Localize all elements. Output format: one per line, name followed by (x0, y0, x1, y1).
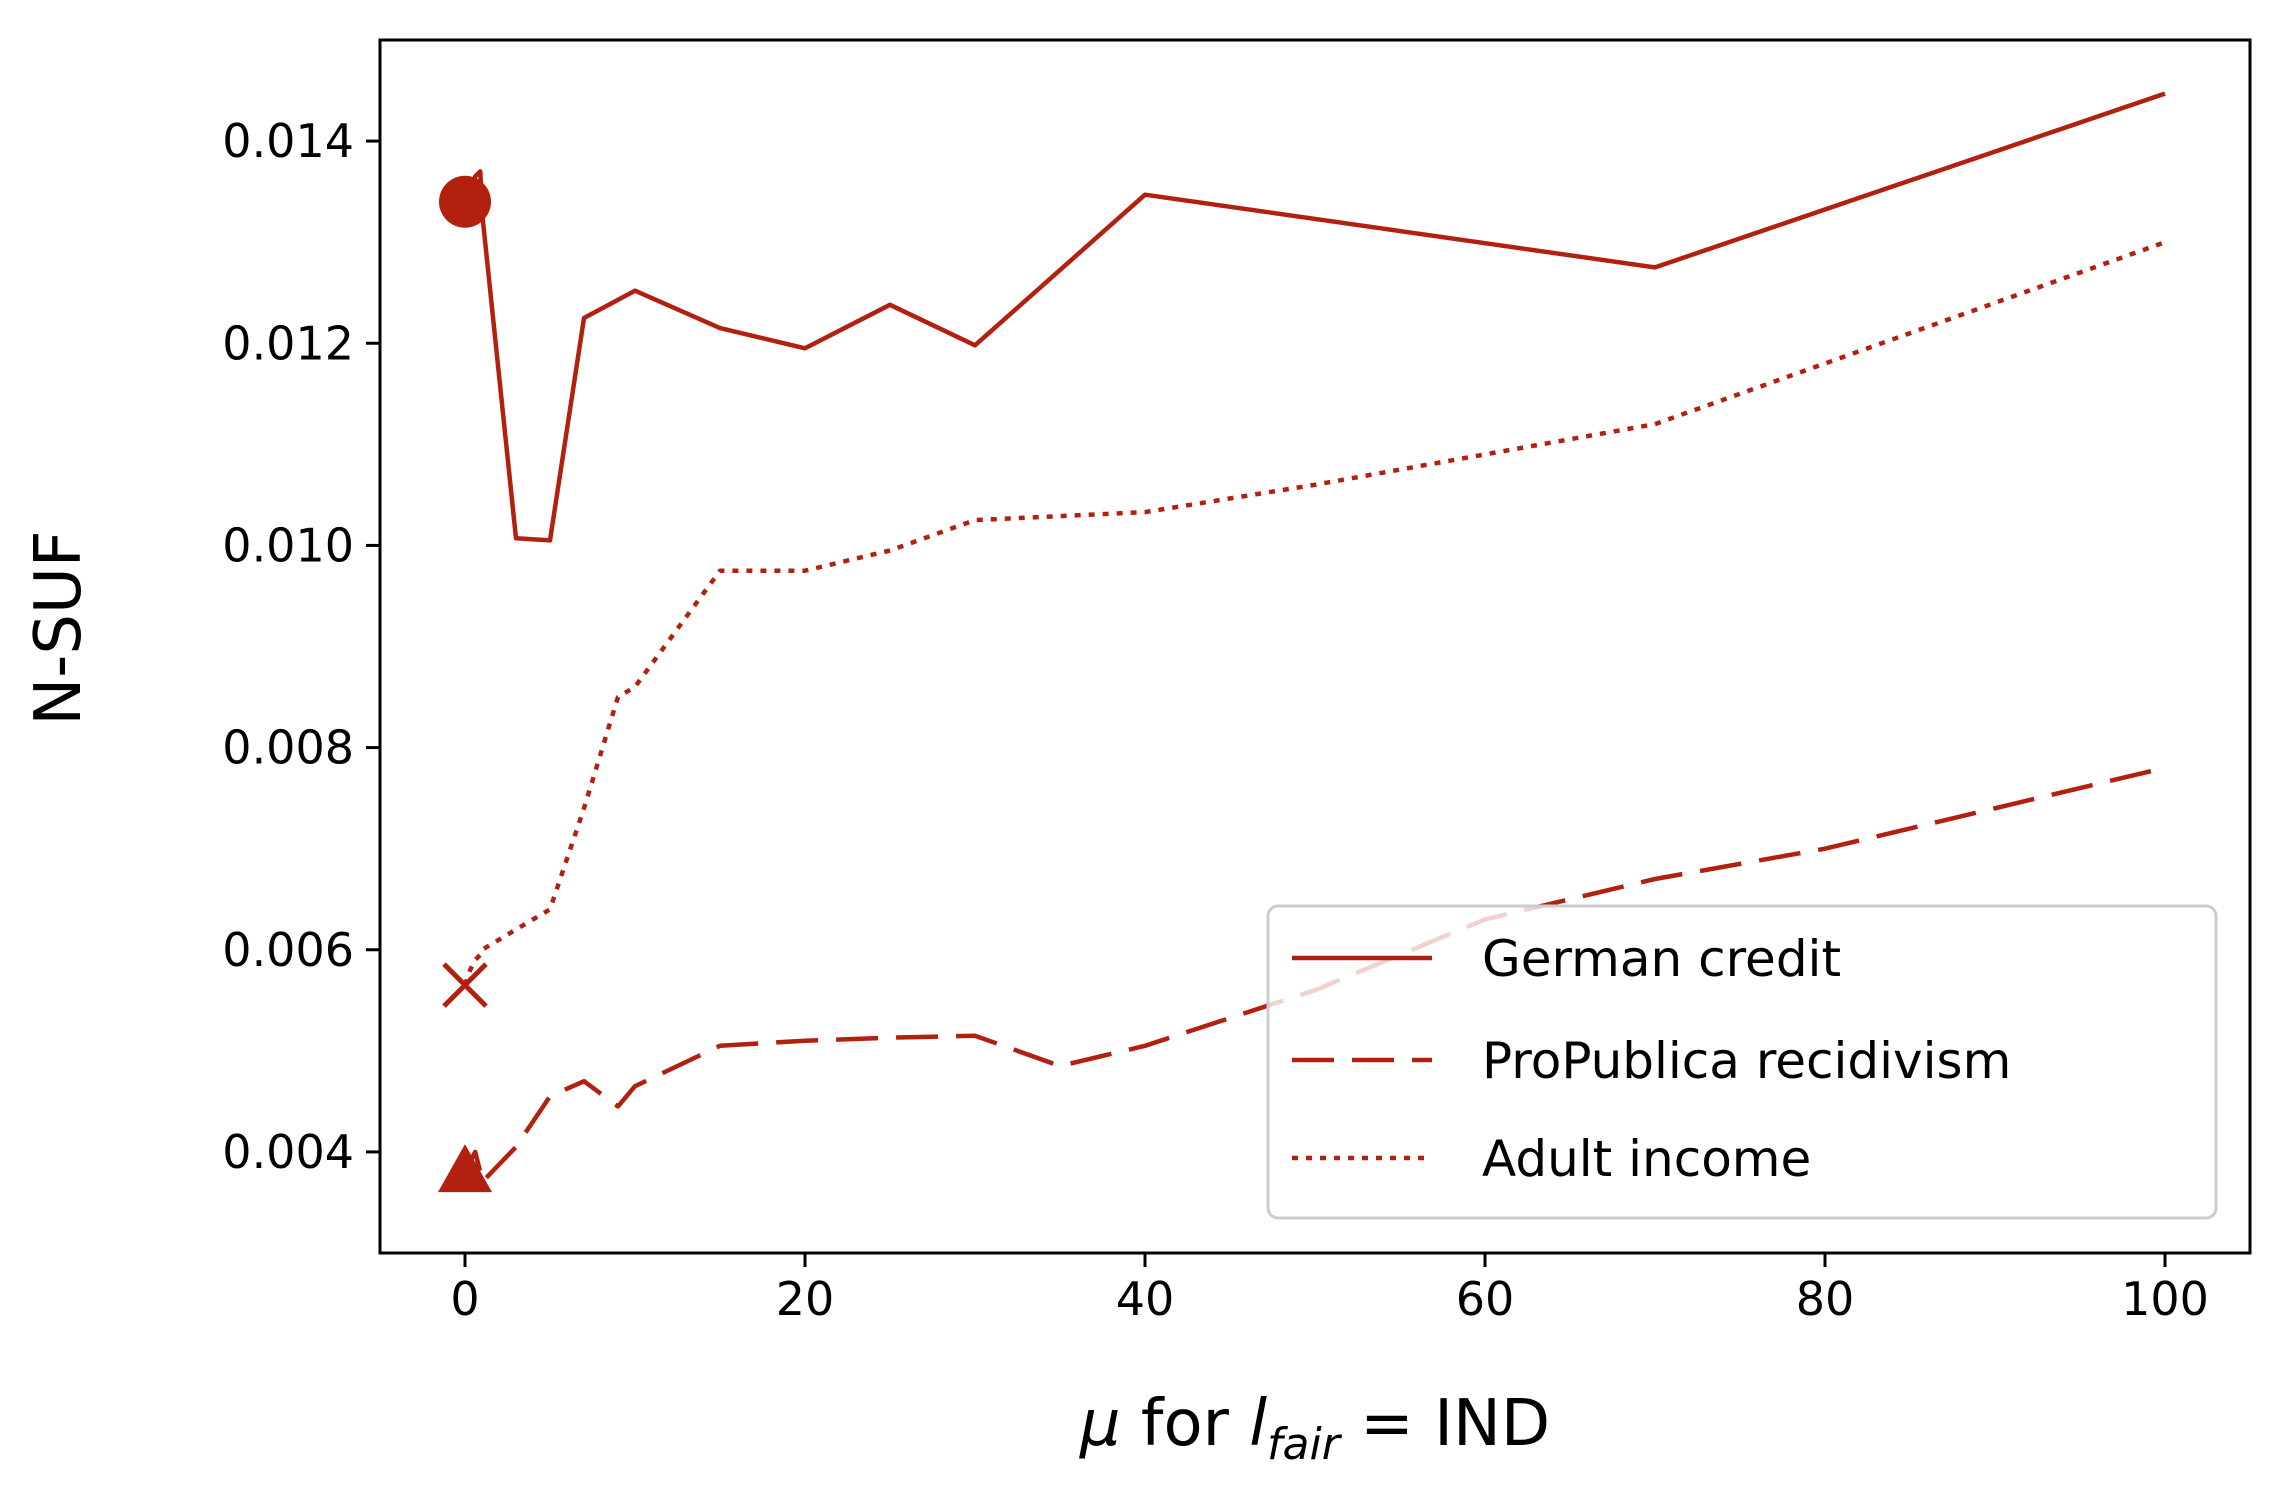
y-tick-label: 0.008 (222, 721, 354, 775)
x-axis-label-l: l (1249, 1387, 1267, 1461)
x-tick-label: 100 (2121, 1272, 2209, 1326)
y-axis-ticks: 0.004 0.006 0.008 0.010 0.012 0.014 (222, 114, 380, 1179)
series-line-adult-income (462, 240, 2166, 986)
x-tick-label: 60 (1456, 1272, 1515, 1326)
series-marker-german-credit (439, 175, 491, 228)
x-axis-label-mu: μ (1079, 1387, 1121, 1461)
series-marker-propublica-recidivism (438, 1144, 492, 1193)
x-tick-label: 40 (1116, 1272, 1175, 1326)
y-axis-label: N-SUF (22, 530, 96, 725)
legend-label-propublica-recidivism: ProPublica recidivism (1482, 1032, 2011, 1090)
x-tick-label: 80 (1796, 1272, 1855, 1326)
series-line-german-credit (465, 91, 2166, 543)
y-tick-label: 0.006 (222, 923, 354, 977)
legend-label-german-credit: German credit (1482, 930, 1841, 988)
x-axis-label: μ for lfair = IND (1079, 1387, 1550, 1470)
x-axis-ticks: 0 20 40 60 80 100 (450, 1253, 2209, 1326)
x-axis-label-for: for (1121, 1387, 1250, 1461)
x-axis-label-value: IND (1434, 1387, 1550, 1461)
x-axis-label-equals: = (1340, 1387, 1434, 1461)
y-tick-label: 0.004 (222, 1125, 354, 1179)
y-tick-label: 0.010 (222, 518, 354, 572)
marker-layer (438, 175, 492, 1193)
y-tick-label: 0.012 (222, 316, 354, 370)
legend: German credit ProPublica recidivism Adul… (1266, 904, 2218, 1220)
x-tick-label: 20 (776, 1272, 835, 1326)
x-axis-label-subscript: fair (1267, 1419, 1343, 1470)
plot-frame (378, 38, 2252, 1255)
legend-label-adult-income: Adult income (1482, 1130, 1811, 1188)
series-marker-adult-income (442, 962, 488, 1008)
x-tick-label: 0 (450, 1272, 479, 1326)
y-tick-label: 0.014 (222, 114, 354, 168)
legend-box (1266, 904, 2218, 1220)
